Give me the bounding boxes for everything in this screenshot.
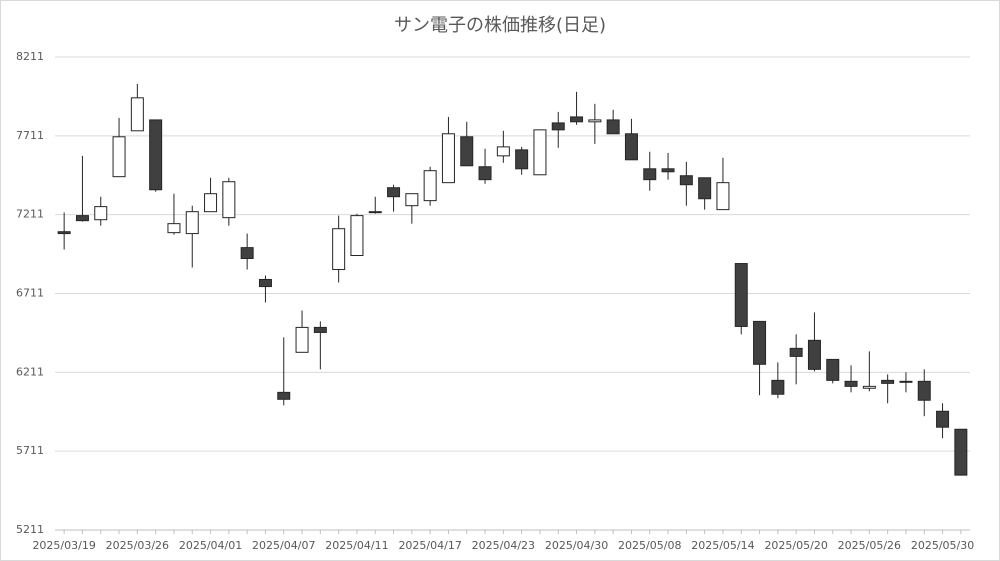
x-tick-label: 2025/05/20 — [764, 539, 827, 552]
y-tick-label: 5711 — [16, 444, 44, 457]
candle-body — [460, 136, 474, 167]
candle-body — [478, 166, 492, 181]
candle-body — [57, 231, 71, 235]
candle-body — [570, 116, 584, 123]
candle-body — [807, 339, 821, 370]
candle-body — [75, 215, 89, 222]
candle-body — [771, 379, 785, 395]
candle-body — [204, 193, 218, 213]
candle-body — [624, 133, 638, 161]
candle-body — [240, 247, 254, 259]
candle-body — [643, 168, 657, 181]
x-tick-label: 2025/05/14 — [691, 539, 754, 552]
y-tick-label: 6711 — [16, 287, 44, 300]
x-tick-label: 2025/05/08 — [618, 539, 681, 552]
x-tick-label: 2025/04/23 — [472, 539, 535, 552]
candle-body — [753, 320, 767, 365]
candle-body — [698, 177, 712, 200]
candle-body — [222, 181, 236, 219]
candle-body — [258, 278, 272, 288]
candle-body — [496, 146, 510, 157]
candle-body — [515, 149, 529, 170]
candle-body — [844, 380, 858, 387]
candle-body — [130, 97, 144, 132]
candle-body — [387, 187, 401, 198]
x-tick-label: 2025/05/30 — [911, 539, 974, 552]
candle-body — [936, 410, 950, 428]
candle-body — [185, 211, 199, 235]
candle-body — [277, 391, 291, 400]
y-tick-label: 8211 — [16, 50, 44, 63]
x-tick-label: 2025/03/19 — [32, 539, 95, 552]
x-tick-label: 2025/05/26 — [838, 539, 901, 552]
candle-body — [112, 136, 126, 178]
x-tick-label: 2025/03/26 — [106, 539, 169, 552]
candle-body — [899, 380, 913, 383]
candle-body — [405, 193, 419, 207]
candle-body — [295, 326, 309, 353]
candle-body — [149, 119, 163, 191]
candle-body — [332, 228, 346, 271]
x-tick-label: 2025/04/07 — [252, 539, 315, 552]
y-tick-label: 7211 — [16, 208, 44, 221]
candle-body — [368, 211, 382, 214]
candle-body — [716, 182, 730, 211]
x-tick-label: 2025/04/17 — [398, 539, 461, 552]
candle-body — [881, 379, 895, 384]
candle-body — [423, 170, 437, 202]
candle-body — [954, 428, 968, 476]
candle-body — [679, 175, 693, 186]
y-tick-label: 7711 — [16, 129, 44, 142]
candle-body — [350, 215, 364, 257]
candle-body — [588, 119, 602, 123]
candle-body — [862, 385, 876, 389]
candle-body — [606, 119, 620, 135]
candle-body — [551, 122, 565, 131]
candle-body — [533, 129, 547, 176]
candle-body — [734, 263, 748, 327]
y-tick-label: 5211 — [16, 523, 44, 536]
candle-body — [789, 347, 803, 357]
candle-body — [94, 206, 108, 221]
candle-body — [826, 358, 840, 381]
candle-body — [661, 168, 675, 173]
y-tick-label: 6211 — [16, 365, 44, 378]
candle-body — [167, 223, 181, 234]
x-tick-label: 2025/04/01 — [179, 539, 242, 552]
x-tick-label: 2025/04/11 — [325, 539, 388, 552]
chart-title: サン電子の株価推移(日足) — [394, 15, 606, 36]
candle-body — [917, 380, 931, 401]
x-tick-label: 2025/04/30 — [545, 539, 608, 552]
candle-body — [313, 326, 327, 333]
candle-body — [441, 133, 455, 184]
